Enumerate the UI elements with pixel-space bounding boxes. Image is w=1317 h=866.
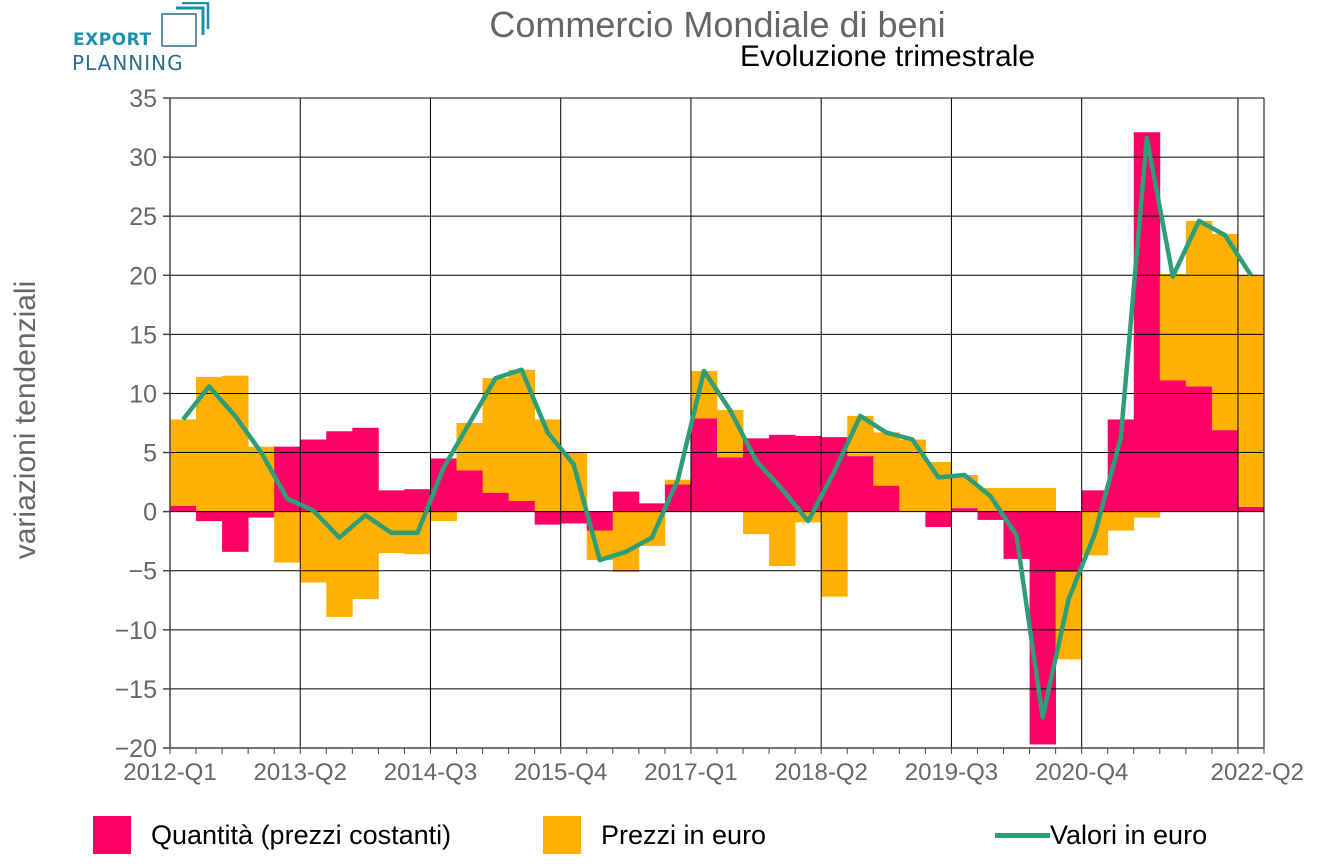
bar-quantita bbox=[534, 511, 562, 525]
bar-quantita bbox=[795, 436, 822, 512]
y-tick-label: 25 bbox=[129, 203, 157, 231]
bar-quantita bbox=[1237, 506, 1265, 512]
legend-label-prezzi: Prezzi in euro bbox=[601, 819, 767, 850]
legend-item-prezzi: Prezzi in euro bbox=[543, 815, 766, 855]
line-layer bbox=[181, 135, 1253, 720]
x-tick-label: 2012-Q1 bbox=[123, 759, 216, 786]
legend-swatch-valori bbox=[995, 832, 1050, 838]
bar-quantita bbox=[612, 491, 640, 512]
logo-mark-icon bbox=[161, 2, 210, 47]
bar-quantita bbox=[743, 438, 770, 512]
bar-quantita bbox=[560, 511, 588, 524]
bar-prezzi bbox=[612, 511, 640, 572]
bar-prezzi bbox=[821, 511, 848, 597]
bar-prezzi bbox=[925, 462, 952, 512]
y-tick-label: −10 bbox=[115, 617, 157, 645]
bar-quantita bbox=[1211, 430, 1239, 512]
bar-quantita bbox=[977, 511, 1004, 520]
bar-prezzi bbox=[769, 511, 796, 566]
x-tick-label: 2017-Q1 bbox=[644, 759, 737, 786]
bar-quantita bbox=[1159, 380, 1187, 512]
bar-prezzi bbox=[352, 511, 379, 600]
legend-label-quantita: Quantità (prezzi costanti) bbox=[151, 819, 452, 850]
y-tick-label: 35 bbox=[129, 85, 157, 113]
logo-export-text: EXPORT bbox=[73, 30, 152, 50]
bar-quantita bbox=[170, 505, 197, 512]
bar-prezzi bbox=[248, 446, 275, 512]
bar-prezzi bbox=[1211, 233, 1239, 431]
y-tick-label: 5 bbox=[143, 440, 157, 468]
bar-quantita bbox=[1055, 511, 1083, 572]
bars-layer bbox=[170, 132, 1265, 745]
bar-quantita bbox=[404, 489, 431, 512]
bar-quantita bbox=[378, 490, 405, 512]
bar-quantita bbox=[508, 501, 536, 512]
y-tick-label: 15 bbox=[129, 321, 157, 349]
bar-quantita bbox=[586, 511, 614, 531]
legend-swatch-prezzi bbox=[543, 816, 581, 854]
bar-prezzi bbox=[1003, 488, 1030, 512]
chart-subtitle: Evoluzione trimestrale bbox=[739, 40, 1036, 73]
y-tick-label: 20 bbox=[129, 262, 157, 290]
y-tick-label: 10 bbox=[129, 380, 157, 408]
bar-prezzi bbox=[274, 511, 301, 563]
bar-quantita bbox=[690, 418, 718, 512]
bar-prezzi bbox=[1133, 511, 1161, 518]
bar-quantita bbox=[925, 511, 952, 527]
y-tick-label: 30 bbox=[129, 144, 157, 172]
bar-prezzi bbox=[430, 511, 457, 522]
bar-prezzi bbox=[1029, 488, 1057, 512]
x-tick-label: 2015-Q4 bbox=[514, 759, 607, 786]
x-tick-label: 2013-Q2 bbox=[254, 759, 347, 786]
bar-quantita bbox=[638, 503, 666, 512]
bar-prezzi bbox=[456, 423, 483, 471]
y-tick-label: 0 bbox=[143, 499, 157, 527]
bar-quantita bbox=[482, 492, 510, 512]
bar-prezzi bbox=[1237, 275, 1265, 507]
legend-item-valori: Valori in euro bbox=[995, 815, 1207, 855]
x-tick-label: 2014-Q3 bbox=[384, 759, 477, 786]
bar-prezzi bbox=[222, 375, 249, 512]
series-line-valori bbox=[181, 135, 1253, 720]
bar-quantita bbox=[951, 508, 978, 512]
x-tick-label: 2022-Q2 bbox=[1211, 759, 1304, 786]
bar-prezzi bbox=[1107, 511, 1135, 531]
bar-prezzi bbox=[170, 419, 197, 506]
bar-quantita bbox=[847, 456, 874, 512]
x-tick-label: 2018-Q2 bbox=[774, 759, 867, 786]
legend-swatch-quantita bbox=[93, 816, 131, 854]
y-tick-label: −5 bbox=[128, 558, 157, 586]
legend-label-valori: Valori in euro bbox=[1050, 819, 1208, 850]
bar-quantita bbox=[717, 457, 744, 512]
bar-quantita bbox=[222, 511, 249, 552]
bar-prezzi bbox=[743, 511, 770, 535]
bar-quantita bbox=[326, 431, 353, 512]
chart-title: Commercio Mondiale di beni bbox=[489, 4, 946, 45]
bar-prezzi bbox=[717, 410, 744, 458]
bar-quantita bbox=[456, 470, 483, 512]
logo-planning-text: PLANNING bbox=[72, 51, 184, 75]
y-axis-label: variazioni tendenziali bbox=[9, 280, 42, 560]
bar-prezzi bbox=[873, 432, 900, 486]
bar-quantita bbox=[196, 511, 223, 522]
y-tick-label: −20 bbox=[115, 735, 157, 763]
bar-quantita bbox=[873, 485, 900, 512]
x-tick-label: 2019-Q3 bbox=[905, 759, 998, 786]
bar-quantita bbox=[352, 427, 379, 512]
bar-quantita bbox=[1185, 386, 1213, 512]
bar-quantita bbox=[300, 439, 327, 512]
x-tick-label: 2020-Q4 bbox=[1035, 759, 1128, 786]
legend-item-quantita: Quantità (prezzi costanti) bbox=[93, 815, 451, 855]
bar-prezzi bbox=[1159, 274, 1187, 381]
grid-layer bbox=[169, 97, 1265, 749]
bar-quantita bbox=[248, 511, 275, 518]
bar-prezzi bbox=[1185, 220, 1213, 387]
y-tick-label: −15 bbox=[115, 676, 157, 704]
